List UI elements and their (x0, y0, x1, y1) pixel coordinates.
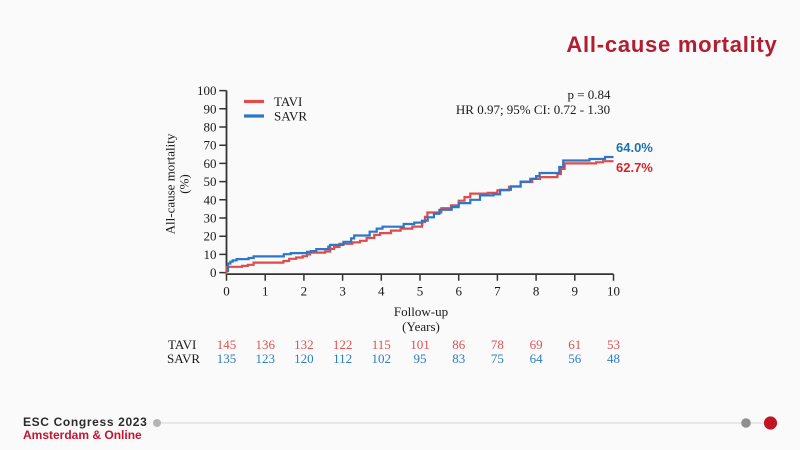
svg-text:102: 102 (372, 351, 392, 366)
svg-text:90: 90 (204, 101, 217, 116)
svg-text:78: 78 (491, 337, 504, 352)
svg-text:80: 80 (204, 120, 217, 135)
svg-text:All-cause mortality: All-cause mortality (163, 133, 178, 234)
svg-text:61: 61 (568, 337, 581, 352)
svg-text:TAVI: TAVI (168, 337, 196, 352)
svg-text:145: 145 (217, 337, 237, 352)
svg-text:112: 112 (333, 351, 352, 366)
svg-text:0: 0 (223, 284, 230, 299)
svg-text:10: 10 (204, 247, 217, 262)
svg-text:1: 1 (262, 284, 269, 299)
svg-text:0: 0 (210, 265, 217, 280)
svg-text:64: 64 (530, 351, 544, 366)
svg-text:48: 48 (607, 351, 620, 366)
svg-text:70: 70 (204, 138, 217, 153)
svg-text:20: 20 (204, 229, 217, 244)
svg-text:56: 56 (568, 351, 582, 366)
svg-text:2: 2 (301, 284, 308, 299)
svg-text:95: 95 (414, 351, 427, 366)
svg-text:53: 53 (607, 337, 620, 352)
svg-text:136: 136 (255, 337, 275, 352)
svg-text:64.0%: 64.0% (616, 140, 653, 155)
svg-text:3: 3 (339, 284, 346, 299)
svg-text:101: 101 (410, 337, 430, 352)
svg-text:7: 7 (494, 284, 501, 299)
svg-text:115: 115 (372, 337, 391, 352)
svg-text:75: 75 (491, 351, 504, 366)
svg-text:(%): (%) (177, 174, 192, 194)
svg-text:SAVR: SAVR (274, 109, 307, 124)
svg-text:6: 6 (455, 284, 462, 299)
svg-text:132: 132 (294, 337, 314, 352)
svg-text:100: 100 (197, 83, 217, 98)
svg-text:5: 5 (417, 284, 424, 299)
svg-text:135: 135 (217, 351, 237, 366)
svg-text:83: 83 (452, 351, 465, 366)
svg-text:40: 40 (204, 192, 217, 207)
svg-text:HR 0.97; 95% CI: 0.72 - 1.30: HR 0.97; 95% CI: 0.72 - 1.30 (456, 102, 610, 117)
svg-text:TAVI: TAVI (274, 94, 302, 109)
svg-text:SAVR: SAVR (167, 351, 200, 366)
svg-text:86: 86 (452, 337, 466, 352)
svg-text:Follow-up: Follow-up (394, 304, 448, 319)
svg-text:60: 60 (204, 156, 217, 171)
svg-text:8: 8 (533, 284, 540, 299)
svg-text:9: 9 (572, 284, 579, 299)
svg-text:50: 50 (204, 174, 217, 189)
svg-text:4: 4 (378, 284, 385, 299)
svg-text:62.7%: 62.7% (616, 160, 653, 175)
svg-text:10: 10 (607, 284, 620, 299)
svg-text:p = 0.84: p = 0.84 (567, 87, 611, 102)
svg-text:120: 120 (294, 351, 314, 366)
svg-text:122: 122 (333, 337, 353, 352)
svg-text:123: 123 (255, 351, 275, 366)
svg-text:69: 69 (530, 337, 543, 352)
svg-text:(Years): (Years) (402, 319, 440, 334)
svg-text:30: 30 (204, 211, 217, 226)
